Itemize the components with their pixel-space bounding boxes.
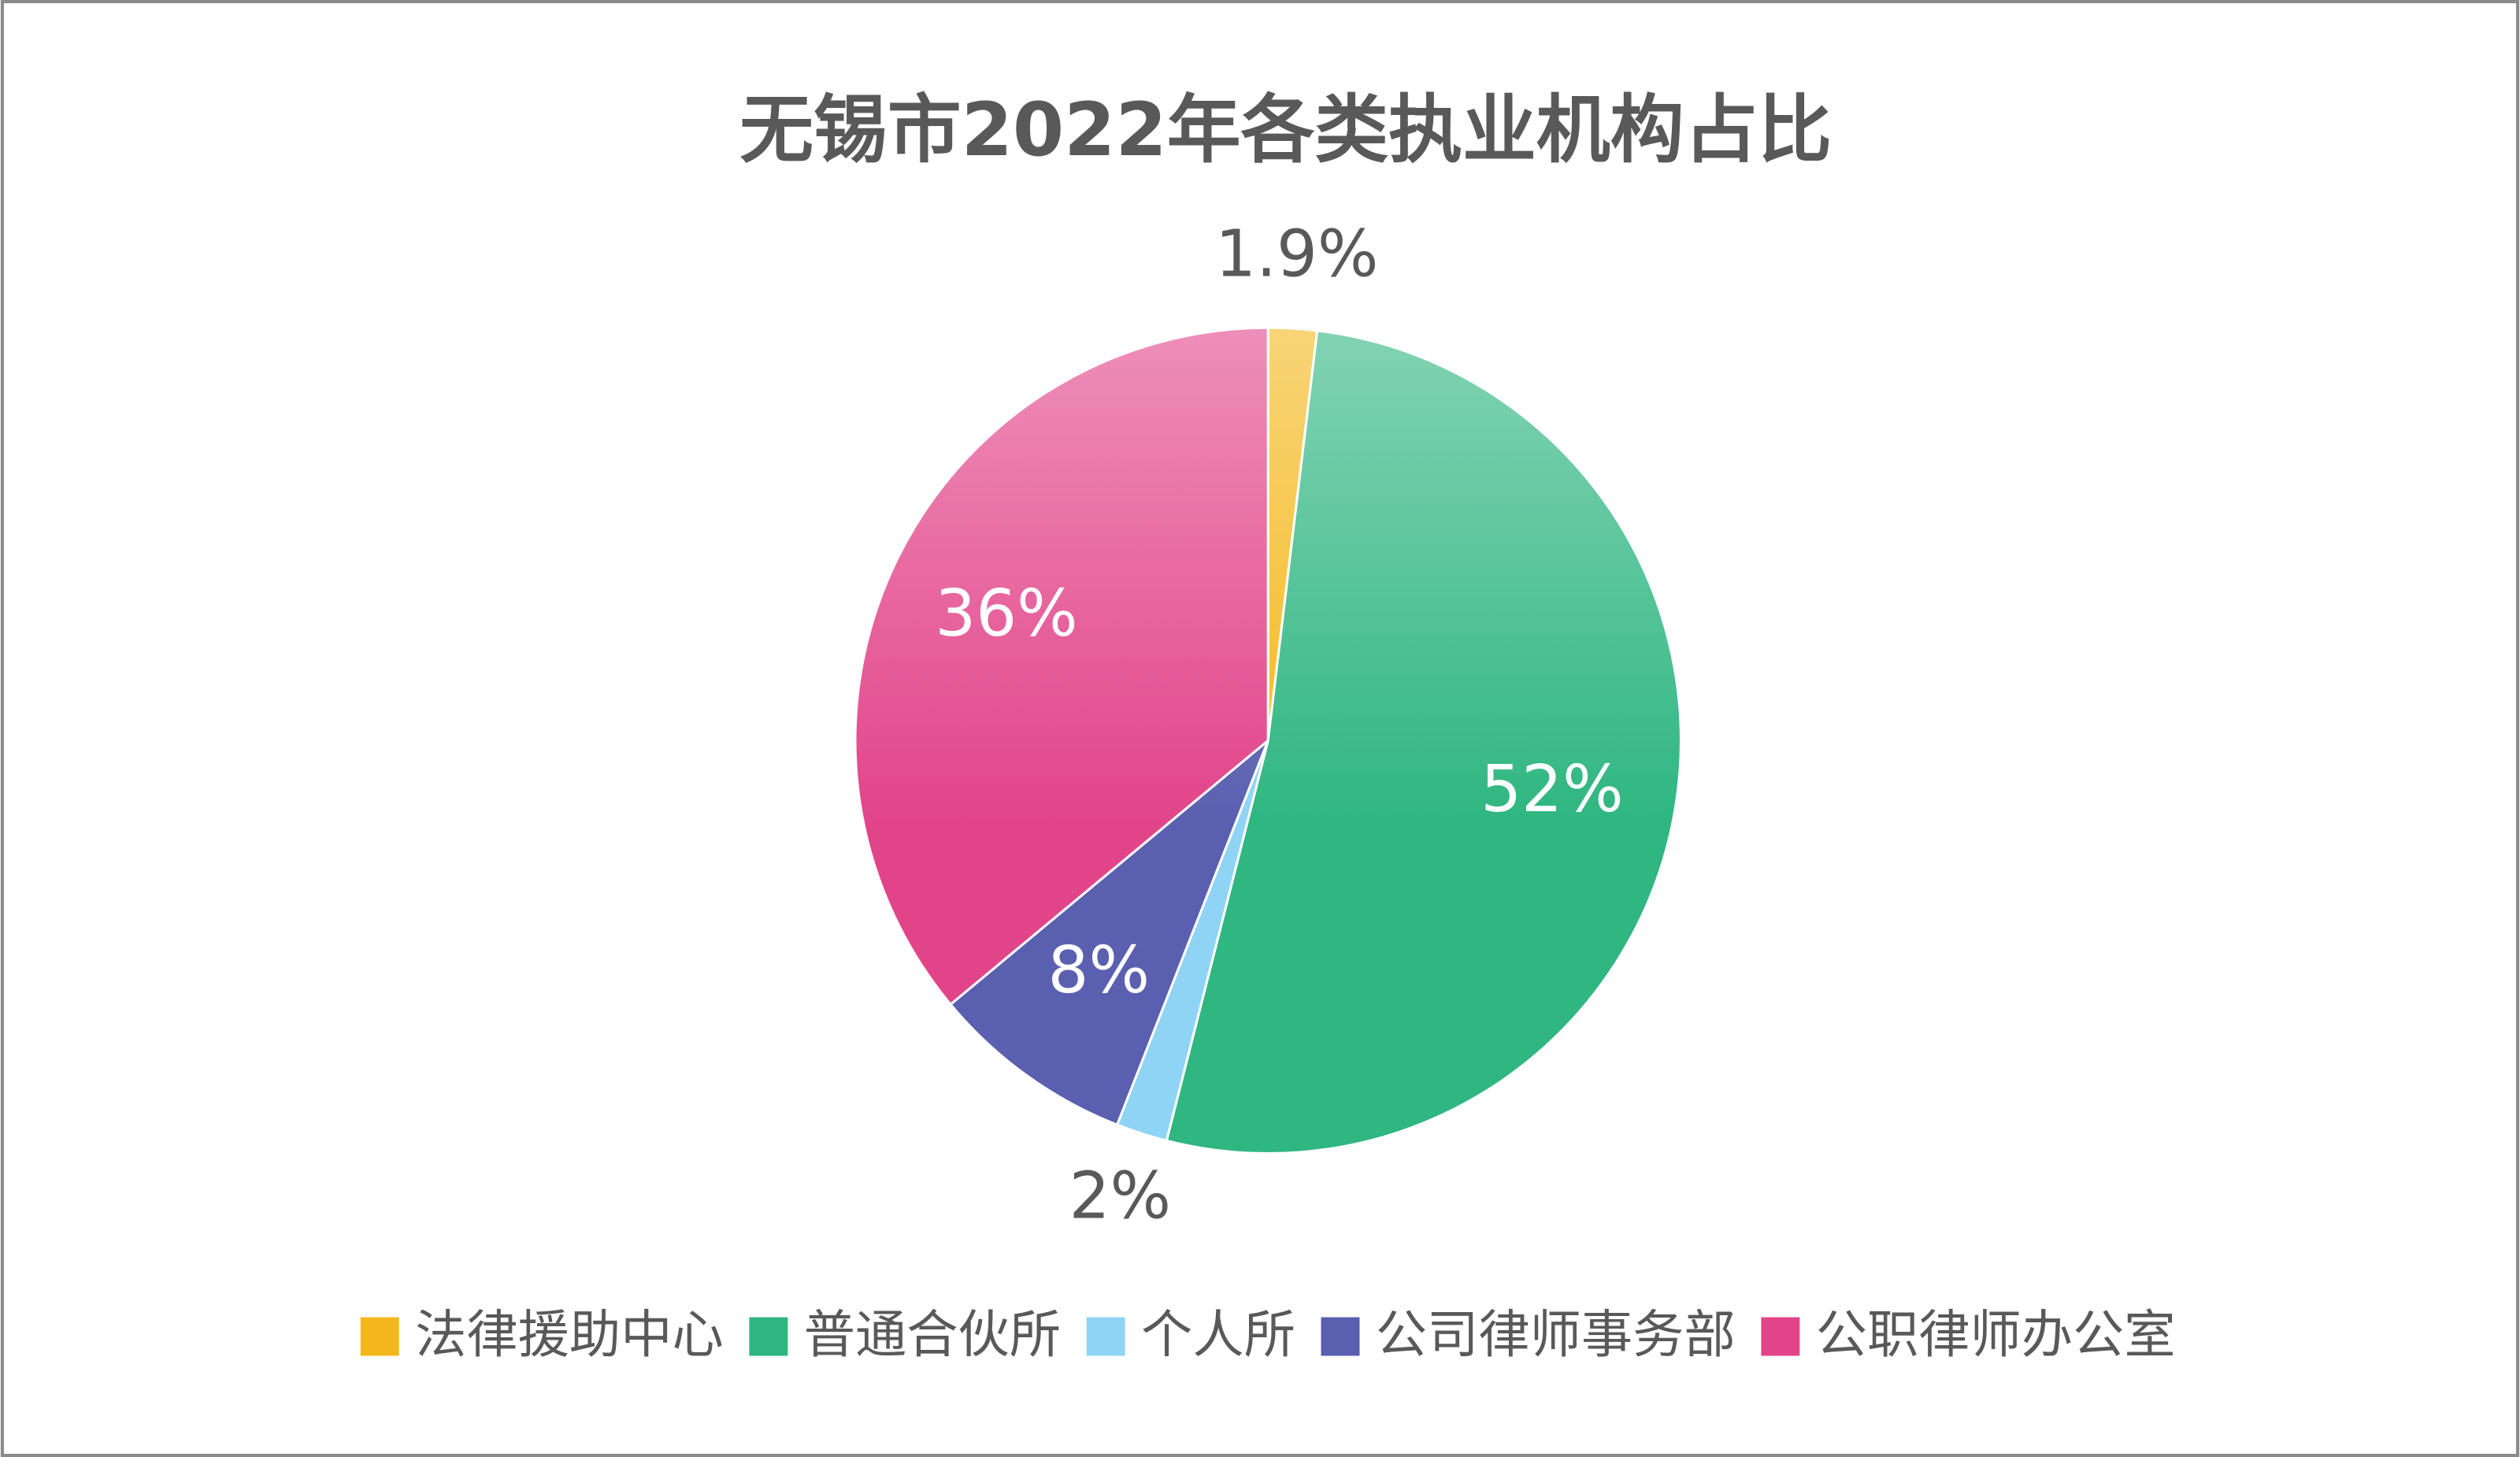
data-label: 8% — [1048, 933, 1150, 1008]
data-label: 52% — [1480, 752, 1623, 827]
data-label: 36% — [935, 576, 1077, 651]
legend-label: 个人所 — [1141, 1305, 1295, 1365]
pie-slice — [1165, 329, 1682, 1155]
legend-label: 普通合伙所 — [804, 1305, 1061, 1365]
legend-label: 公司律师事务部 — [1376, 1305, 1736, 1365]
data-label: 1.9% — [1215, 217, 1378, 292]
legend-marker — [749, 1317, 788, 1356]
pie-slice — [948, 740, 1269, 1127]
legend-marker — [360, 1317, 399, 1356]
pie-slice — [854, 326, 1269, 1007]
legend-label: 法律援助中心 — [415, 1305, 724, 1365]
data-label: 2% — [1069, 1159, 1171, 1234]
chart-title: 无锡市2022年各类执业机构占比 — [739, 87, 1832, 173]
legend-marker — [1321, 1317, 1360, 1356]
legend-label: 公职律师办公室 — [1816, 1305, 2176, 1365]
legend-marker — [1761, 1317, 1800, 1356]
legend-marker — [1086, 1317, 1125, 1356]
